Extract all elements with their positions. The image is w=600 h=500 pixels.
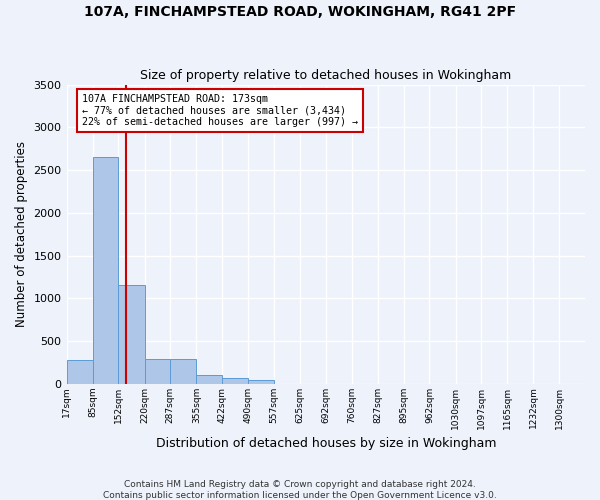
X-axis label: Distribution of detached houses by size in Wokingham: Distribution of detached houses by size … [155,437,496,450]
Bar [145,359,170,384]
Y-axis label: Number of detached properties: Number of detached properties [15,141,28,327]
Bar [92,157,118,384]
Bar [196,375,222,384]
Text: 107A, FINCHAMPSTEAD ROAD, WOKINGHAM, RG41 2PF: 107A, FINCHAMPSTEAD ROAD, WOKINGHAM, RG4… [84,5,516,19]
Bar [118,286,145,384]
Text: Contains HM Land Registry data © Crown copyright and database right 2024.
Contai: Contains HM Land Registry data © Crown c… [103,480,497,500]
Bar [67,360,92,384]
Text: 107A FINCHAMPSTEAD ROAD: 173sqm
← 77% of detached houses are smaller (3,434)
22%: 107A FINCHAMPSTEAD ROAD: 173sqm ← 77% of… [82,94,358,126]
Bar [170,360,196,384]
Bar [222,378,248,384]
Bar [248,380,274,384]
Title: Size of property relative to detached houses in Wokingham: Size of property relative to detached ho… [140,69,511,82]
